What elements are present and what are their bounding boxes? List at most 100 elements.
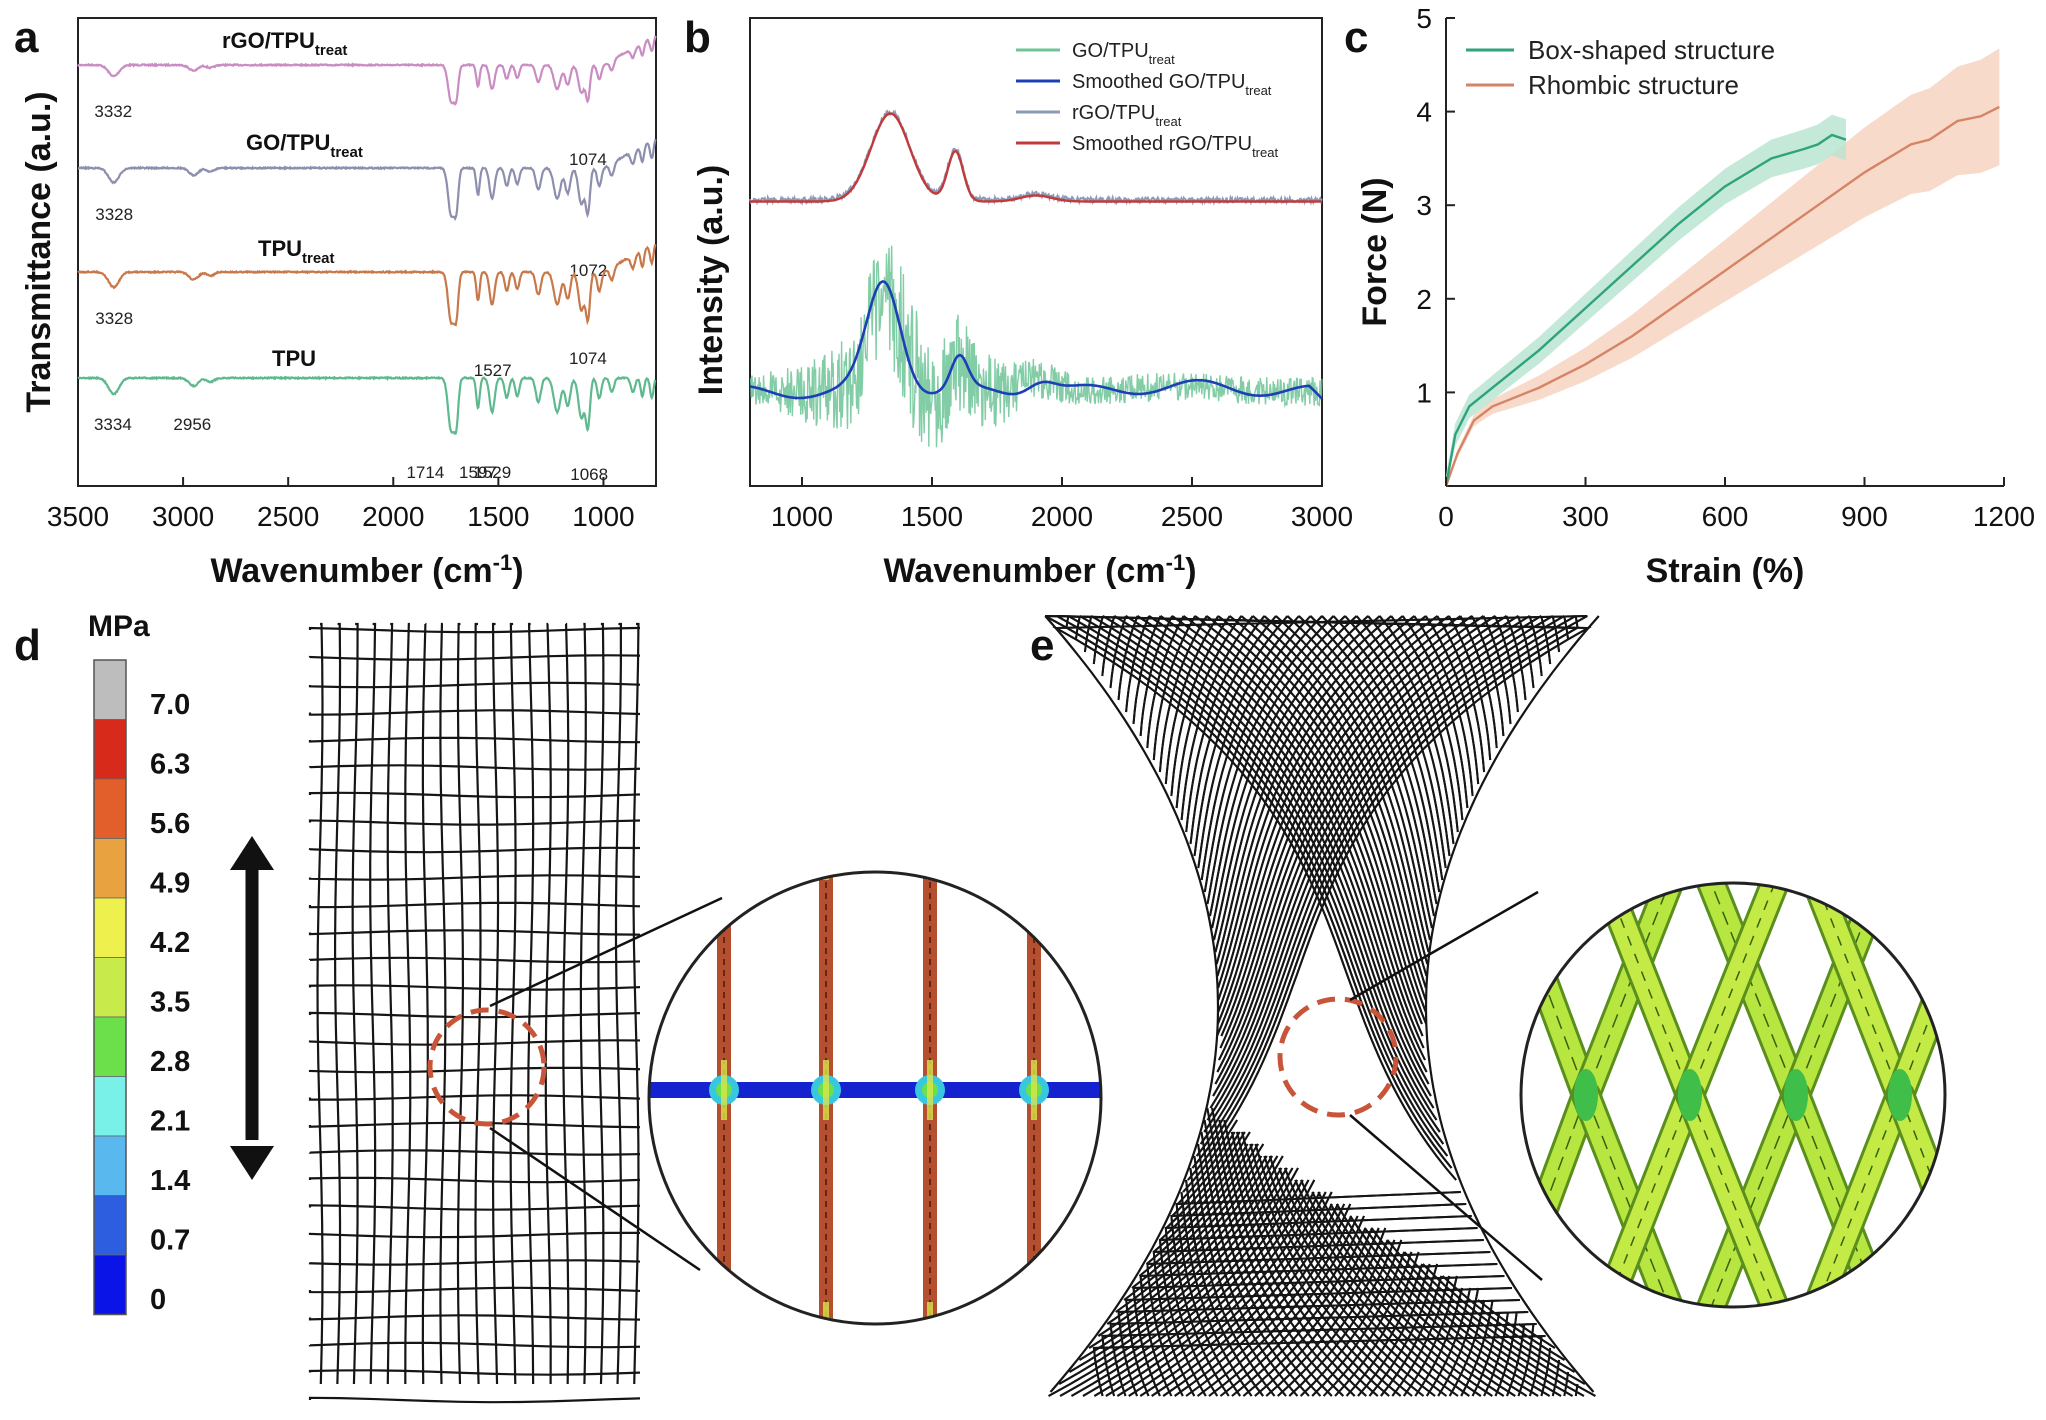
rhombic-lattice-right-edge [1424, 615, 1600, 1393]
box-zoom-connector-bottom [489, 1126, 701, 1272]
colorbar-label: 0.7 [150, 1225, 190, 1257]
rhombic-lattice-strut [1045, 615, 1581, 1397]
raman-series-rgo-smoothed [750, 112, 1322, 203]
raman-legend-label-main: Smoothed rGO/TPU [1072, 133, 1252, 155]
colorbar-label: 1.4 [150, 1165, 190, 1197]
box-zoom-node-band [927, 1060, 933, 1120]
box-lattice-vertical-strut [474, 622, 482, 1385]
ftir-peak-label: 1074 [569, 150, 607, 169]
box-lattice-horizontal-strut [308, 1286, 641, 1294]
panel-label-a: a [14, 13, 39, 62]
box-lattice-vertical-strut [614, 622, 623, 1385]
box-lattice-horizontal-strut [308, 1066, 641, 1074]
box-lattice-horizontal-strut [308, 709, 641, 716]
raman-legend-label-sub: treat [1245, 83, 1271, 98]
box-lattice-vertical-strut [456, 622, 465, 1385]
colorbar-swatch [93, 719, 127, 780]
box-lattice-vertical-strut [579, 622, 587, 1385]
ftir-peak-label: 1597 [459, 463, 497, 482]
rhombic-lattice-strut [1216, 615, 1450, 1397]
rhombic-lattice-strut [1216, 615, 1508, 1397]
box-zoom-node-band [823, 1060, 829, 1120]
rhombic-lattice-strut [1216, 615, 1461, 1397]
box-lattice-horizontal-strut [308, 1231, 640, 1239]
box-lattice-horizontal-strut [308, 654, 641, 661]
box-lattice-vertical-strut [439, 622, 447, 1385]
colorbar-label: 6.3 [150, 749, 190, 781]
box-lattice-horizontal-strut [308, 874, 641, 881]
ftir-x-tick-label: 2500 [257, 501, 319, 532]
rhombic-lattice-strut [1203, 615, 1565, 1397]
rhombic-zoom-node [1888, 804, 1912, 856]
box-zoom-node-band [823, 872, 829, 880]
colorbar-swatch [93, 838, 127, 899]
rhombic-lattice-strut [1218, 615, 1496, 1397]
raman-plot-frame [749, 17, 1323, 487]
rhombic-lattice-simulation [1044, 615, 2014, 1397]
rhombic-lattice-strut [1059, 615, 1298, 1397]
ftir-series-rgo [77, 35, 657, 106]
rhombic-lattice-strut [1309, 615, 1528, 1397]
panel-label-c: c [1344, 13, 1368, 62]
rhombic-lattice-strut [1132, 615, 1519, 1397]
box-zoom-node-band [823, 1302, 829, 1324]
colorbar-swatch [93, 1195, 127, 1256]
raman-legend-label-main: GO/TPU [1072, 40, 1149, 62]
rhombic-lattice-strut [1128, 615, 1346, 1397]
force-y-tick-label: 5 [1416, 3, 1432, 34]
force-x-tick-label: 900 [1841, 501, 1888, 532]
raman-legend-label: GO/TPUtreat [1072, 40, 1175, 67]
box-lattice-horizontal-strut [308, 764, 641, 771]
ftir-series-label-rgo: rGO/TPUtreat [222, 28, 347, 59]
rhombic-zoom-node [1990, 1334, 2014, 1386]
rhombic-lattice-strut [1162, 615, 1381, 1397]
force-legend: Box-shaped structure Rhombic structure [1466, 35, 1775, 100]
rhombic-lattice-strut [1185, 615, 1404, 1397]
raman-x-axis-label: Wavenumber (cm-1) [883, 550, 1196, 590]
box-lattice-vertical-strut [421, 622, 429, 1385]
ftir-x-tick-label: 3500 [47, 501, 109, 532]
rhombic-lattice-strut [1071, 615, 1304, 1397]
raman-y-axis-label: Intensity (a.u.) [692, 165, 730, 395]
ftir-series-label-go-sub: treat [330, 144, 363, 161]
box-lattice-vertical-strut [369, 622, 377, 1385]
colorbar-border [93, 659, 127, 1316]
rhombic-lattice [1044, 615, 1600, 1397]
box-lattice-vertical-strut [509, 622, 517, 1385]
rhombic-lattice-strut [1209, 615, 1542, 1397]
box-zoom-node-band [1135, 820, 1141, 880]
raman-legend-label-main: Smoothed GO/TPU [1072, 71, 1245, 93]
force-x-axis-label: Strain (%) [1646, 552, 1805, 590]
stress-colorbar: 7.0 6.3 5.6 4.9 4.2 3.5 2.8 2.1 1.4 0.7 0 [93, 659, 190, 1316]
panel-label-b: b [684, 13, 711, 62]
box-lattice-horizontal-strut [308, 1314, 641, 1321]
rhombic-lattice-strut [1151, 615, 1369, 1397]
raman-legend-label: rGO/TPUtreat [1072, 102, 1182, 129]
box-shaped-lattice [308, 622, 641, 1404]
ftir-series-label-rgo-main: rGO/TPU [222, 28, 315, 53]
ftir-x-label-main: Wavenumber (cm [210, 552, 492, 590]
rhombic-lattice-strut [1125, 615, 1509, 1397]
box-lattice-horizontal-strut [308, 1176, 641, 1184]
rhombic-lattice-strut [1220, 615, 1473, 1397]
rhombic-lattice-strut [1068, 615, 1579, 1397]
ftir-series-label-tpu-main: TPU [272, 346, 316, 371]
raman-legend-label-sub: treat [1252, 145, 1278, 160]
rhombic-zoom-node [1678, 1334, 1702, 1386]
ftir-x-label-sup: -1 [493, 550, 513, 575]
ftir-peak-label: 3334 [94, 415, 132, 434]
force-y-tick-label: 4 [1416, 97, 1432, 128]
force-rhombic-line [1444, 105, 2000, 487]
box-zoom-connector-top [489, 896, 723, 1008]
box-zoom-node-core [818, 1324, 834, 1340]
box-lattice-horizontal-strut [308, 929, 641, 936]
box-lattice-horizontal-strut [308, 901, 641, 909]
box-lattice-horizontal-strut [308, 984, 641, 991]
rhombic-lattice-strut [1199, 615, 1577, 1397]
raman-x-tick-label: 2000 [1031, 501, 1093, 532]
rhombic-lattice-strut [1197, 615, 1415, 1397]
rhombic-zoom-node [1784, 804, 1808, 856]
box-zoom-node [709, 1317, 739, 1324]
ftir-series-tt [77, 243, 657, 327]
